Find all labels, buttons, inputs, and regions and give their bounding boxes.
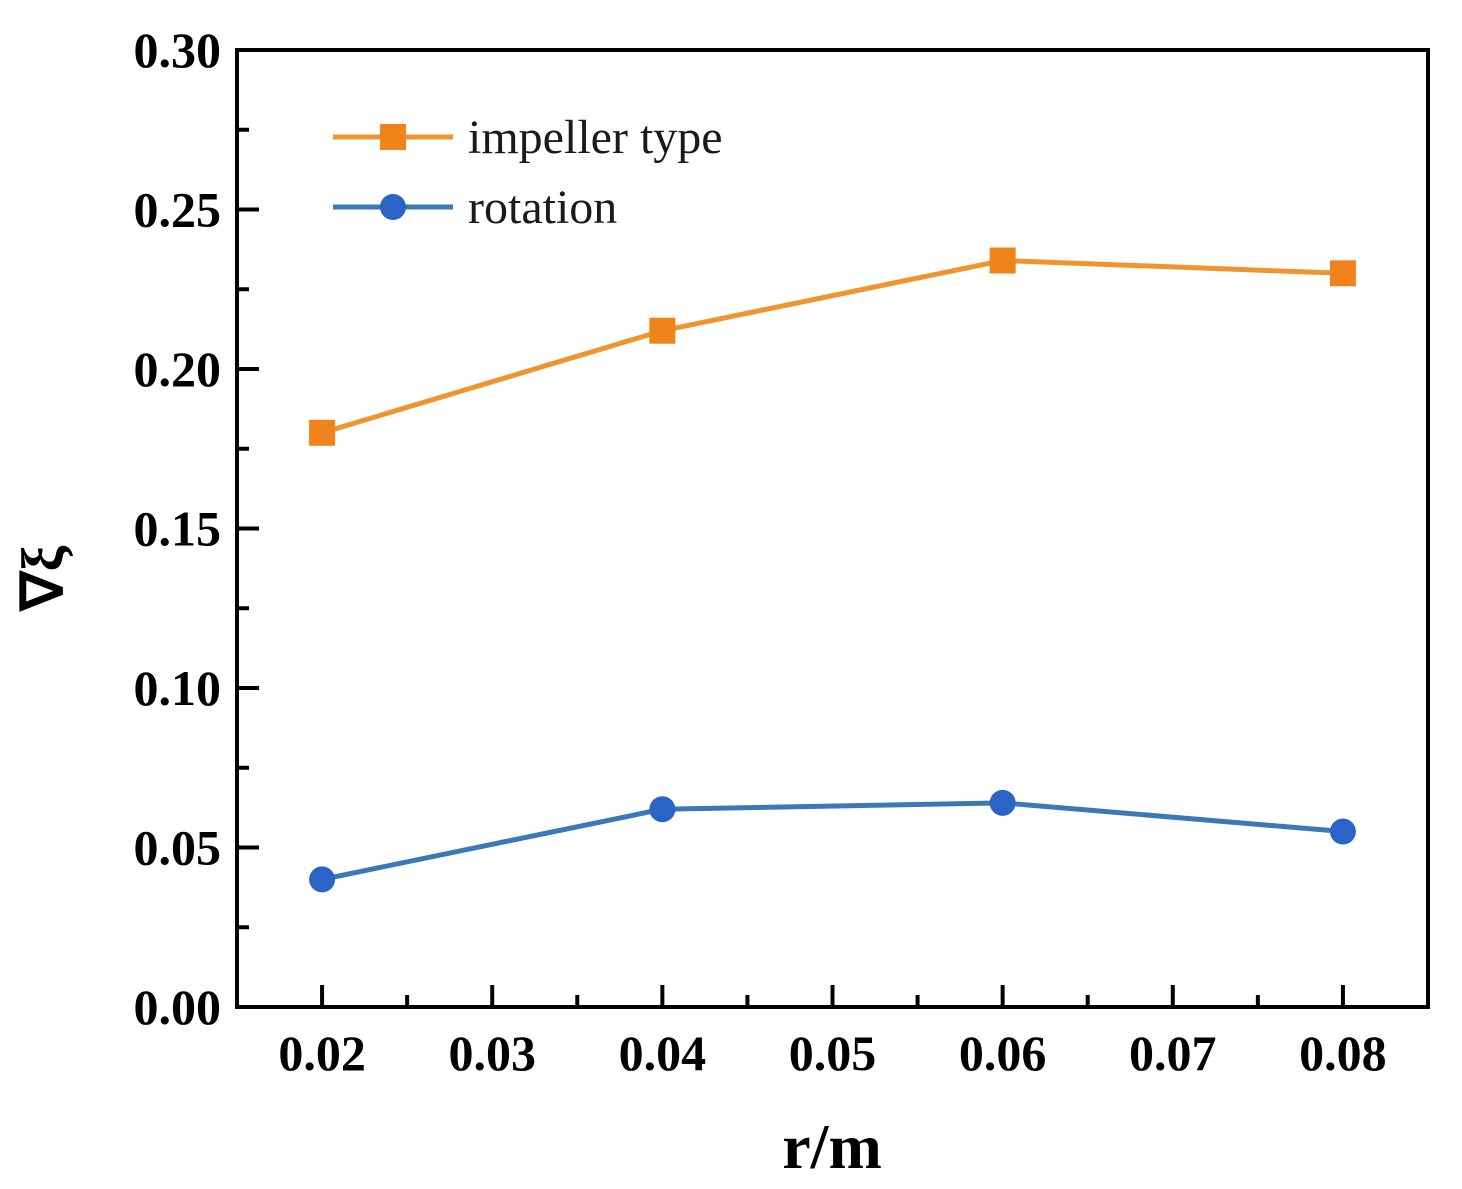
x-tick-label: 0.06 (959, 1025, 1047, 1081)
x-tick-label: 0.03 (448, 1025, 536, 1081)
data-point-impeller-type (649, 317, 676, 344)
x-tick-label: 0.07 (1129, 1025, 1217, 1081)
y-tick-label: 0.20 (134, 341, 222, 397)
axis-ticks (237, 48, 1345, 1009)
y-tick-label: 0.25 (134, 182, 222, 238)
y-tick-label: 0.30 (134, 22, 222, 78)
x-tick-label: 0.04 (619, 1025, 707, 1081)
data-point-impeller-type (1329, 260, 1356, 287)
legend-item-impeller-type: impeller type (333, 111, 723, 164)
series-line-rotation (319, 800, 1346, 882)
data-point-rotation (649, 796, 676, 823)
data-point-rotation (989, 789, 1016, 816)
x-axis-title: r/m (782, 1111, 882, 1182)
legend-label-impeller-type: impeller type (468, 111, 723, 164)
y-tick-label: 0.00 (134, 979, 222, 1035)
y-tick-label: 0.10 (134, 660, 222, 716)
legend-marker-impeller-type (380, 124, 406, 150)
legend-item-rotation: rotation (333, 181, 617, 234)
x-tick-label: 0.08 (1299, 1025, 1387, 1081)
legend-label-rotation: rotation (468, 181, 617, 234)
plot-border (235, 48, 1430, 1009)
axis-tick-labels: 0.02 0.03 0.04 0.05 0.06 0.07 0.08 0.00 0.05 0.10… (134, 22, 1387, 1081)
data-point-impeller-type (989, 247, 1016, 274)
data-point-rotation (1329, 818, 1356, 845)
y-axis-title: ∇ξ (10, 546, 75, 613)
plot-area (235, 48, 1430, 1009)
data-point-impeller-type (309, 419, 336, 446)
legend-marker-rotation (380, 194, 406, 220)
data-point-rotation (309, 866, 336, 893)
y-tick-label: 0.05 (134, 820, 222, 876)
legend: impeller type rotation (333, 111, 723, 234)
x-tick-label: 0.05 (789, 1025, 877, 1081)
y-tick-label: 0.15 (134, 501, 222, 557)
x-tick-label: 0.02 (278, 1025, 366, 1081)
data-series (309, 247, 1356, 893)
series-line-impeller-type (319, 258, 1346, 436)
